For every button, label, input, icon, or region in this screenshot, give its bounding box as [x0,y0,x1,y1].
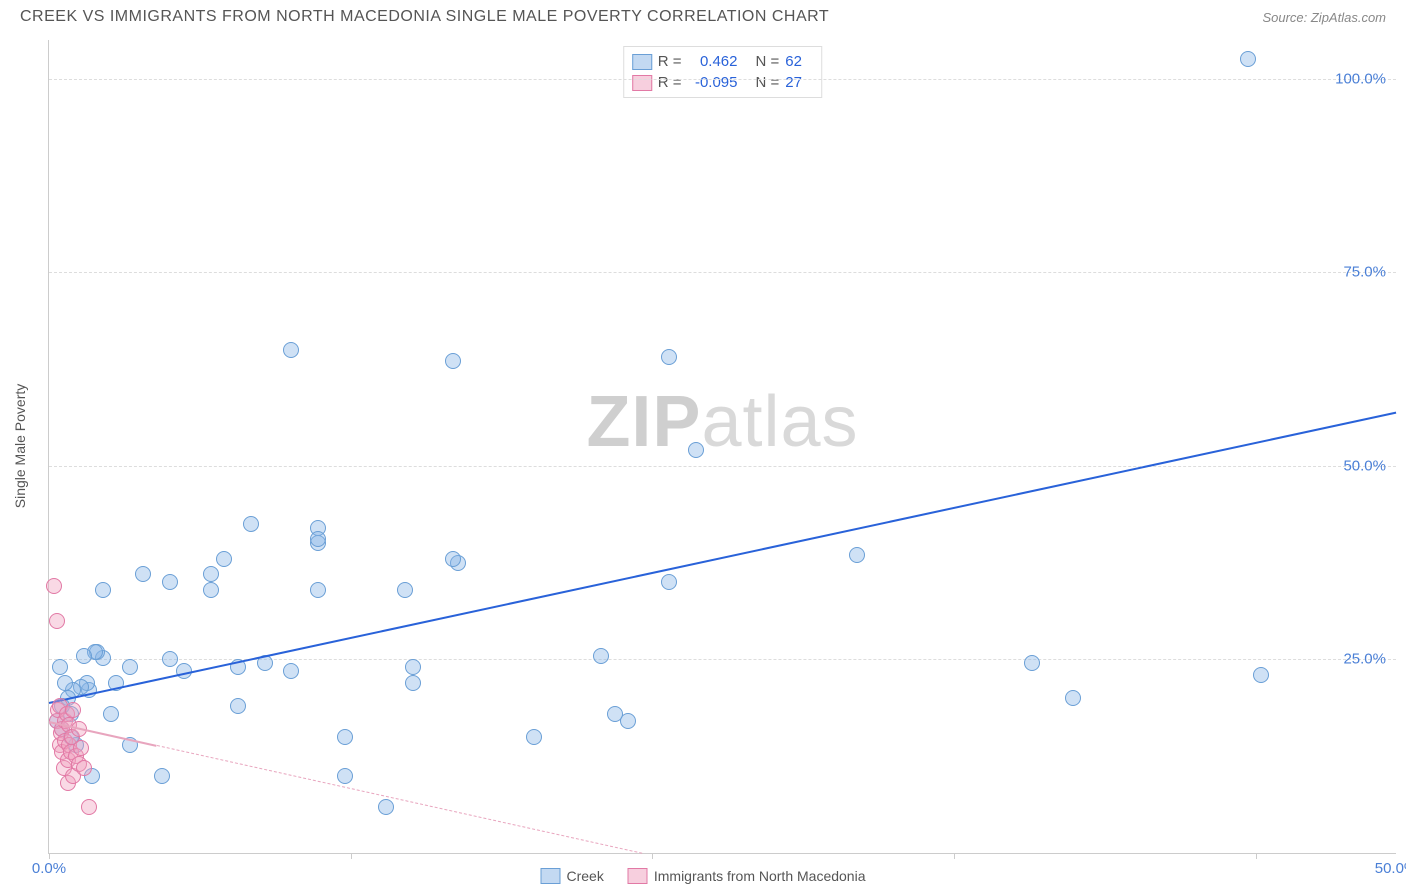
x-tick [49,853,50,859]
data-point [661,574,677,590]
data-point [1240,51,1256,67]
data-point [243,516,259,532]
gridline [49,79,1396,80]
data-point [337,768,353,784]
trendline [157,745,642,854]
data-point [526,729,542,745]
data-point [52,659,68,675]
legend-swatch [632,54,652,70]
data-point [337,729,353,745]
data-point [593,648,609,664]
data-point [95,582,111,598]
data-point [49,613,65,629]
n-label: N = [756,53,780,70]
watermark: ZIPatlas [586,381,858,463]
data-point [81,799,97,815]
y-axis-label: Single Male Poverty [12,384,28,509]
data-point [230,698,246,714]
data-point [1253,667,1269,683]
data-point [135,566,151,582]
gridline [49,466,1396,467]
legend-label: Creek [567,868,604,884]
data-point [283,342,299,358]
data-point [405,675,421,691]
x-tick [351,853,352,859]
data-point [445,353,461,369]
data-point [620,713,636,729]
y-tick-label: 25.0% [1343,651,1386,668]
data-point [283,663,299,679]
data-point [65,702,81,718]
data-point [405,659,421,675]
data-point [154,768,170,784]
data-point [73,740,89,756]
data-point [57,675,73,691]
data-point [203,566,219,582]
data-point [103,706,119,722]
data-point [397,582,413,598]
legend-swatch [541,868,561,884]
x-tick [652,853,653,859]
scatter-chart: ZIPatlas R = 0.462 N = 62 R = -0.095 N = 27 25.… [48,40,1396,854]
x-tick-label: 0.0% [32,860,66,877]
data-point [688,442,704,458]
data-point [76,760,92,776]
r-label: R = [658,74,682,91]
data-point [1024,655,1040,671]
header: CREEK VS IMMIGRANTS FROM NORTH MACEDONIA… [0,0,1406,30]
data-point [122,659,138,675]
data-point [310,582,326,598]
chart-title: CREEK VS IMMIGRANTS FROM NORTH MACEDONIA… [20,8,829,26]
r-label: R = [658,53,682,70]
data-point [203,582,219,598]
data-point [76,648,92,664]
y-tick-label: 100.0% [1335,70,1386,87]
legend-item: Immigrants from North Macedonia [628,868,866,884]
stats-row: R = 0.462 N = 62 [632,51,814,72]
y-tick-label: 50.0% [1343,457,1386,474]
n-value: 27 [785,74,813,91]
legend-swatch [628,868,648,884]
y-tick-label: 75.0% [1343,264,1386,281]
data-point [46,578,62,594]
data-point [162,651,178,667]
data-point [445,551,461,567]
data-point [310,531,326,547]
r-value: 0.462 [688,53,738,70]
source-attribution: Source: ZipAtlas.com [1262,10,1386,25]
x-tick [954,853,955,859]
watermark-zip: ZIP [586,382,701,462]
x-tick [1256,853,1257,859]
data-point [1065,690,1081,706]
data-point [216,551,232,567]
stats-row: R = -0.095 N = 27 [632,72,814,93]
legend-swatch [632,75,652,91]
gridline [49,272,1396,273]
legend-label: Immigrants from North Macedonia [654,868,866,884]
series-legend: Creek Immigrants from North Macedonia [541,868,866,884]
x-tick-label: 50.0% [1375,860,1406,877]
n-value: 62 [785,53,813,70]
legend-item: Creek [541,868,604,884]
n-label: N = [756,74,780,91]
stats-legend: R = 0.462 N = 62 R = -0.095 N = 27 [623,46,823,98]
data-point [661,349,677,365]
data-point [378,799,394,815]
data-point [162,574,178,590]
data-point [849,547,865,563]
data-point [607,706,623,722]
r-value: -0.095 [688,74,738,91]
watermark-atlas: atlas [701,382,858,462]
